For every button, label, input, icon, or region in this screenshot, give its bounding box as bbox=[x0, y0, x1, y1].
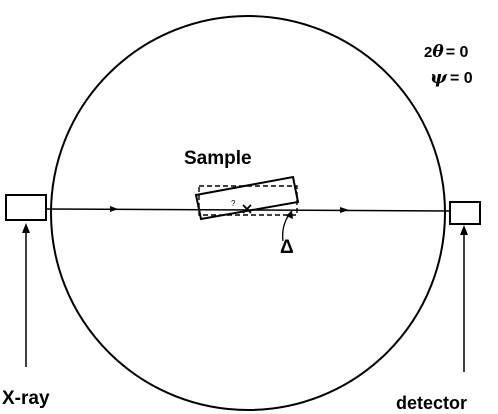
goniometer-circle bbox=[50, 15, 446, 411]
detector-label: detector bbox=[396, 393, 467, 413]
xray-label: X-ray bbox=[2, 388, 50, 409]
psi-label: ψ = 0 bbox=[430, 67, 473, 88]
detector-box bbox=[449, 201, 481, 225]
sample-solid-outline bbox=[194, 175, 300, 221]
delta-pointer-arrowhead bbox=[286, 210, 293, 219]
sample-inner-mark: ? bbox=[231, 199, 236, 208]
beam-arrow-left bbox=[110, 206, 118, 212]
sample-label: Sample bbox=[184, 148, 252, 169]
center-cross-mark bbox=[242, 204, 252, 214]
two-theta-label: 2θ = 0 bbox=[424, 42, 468, 62]
xray-source-box bbox=[5, 194, 47, 221]
detector-leader-arrowhead bbox=[460, 225, 468, 235]
beam-arrow-right bbox=[340, 207, 349, 213]
xray-leader-arrowhead bbox=[22, 223, 30, 233]
delta-label: Δ bbox=[280, 237, 294, 258]
